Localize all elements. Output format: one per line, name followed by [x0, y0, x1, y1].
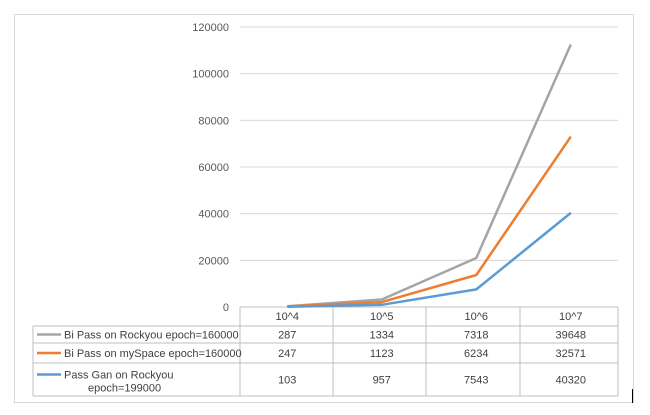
- x-tick-label: 10^6: [464, 311, 488, 323]
- y-tick-label: 60000: [198, 162, 229, 174]
- y-tick-label: 120000: [192, 22, 229, 34]
- legend-label: Bi Pass on Rockyou epoch=160000: [64, 330, 239, 342]
- legend-label: Pass Gan on Rockyou epoch=199000: [64, 370, 173, 395]
- table-cell-value: 1123: [370, 348, 394, 360]
- table-cell-value: 6234: [464, 348, 488, 360]
- table-cell-value: 32571: [555, 348, 586, 360]
- chart-frame: [14, 14, 634, 403]
- x-tick-label: 10^5: [370, 311, 394, 323]
- y-tick-label: 40000: [198, 209, 229, 221]
- table-cell-value: 287: [278, 330, 296, 342]
- series-line: [287, 135, 572, 308]
- y-tick-label: 0: [223, 302, 229, 314]
- legend-label: Bi Pass on mySpace epoch=160000: [64, 348, 242, 360]
- x-tick-label: 10^4: [275, 311, 299, 323]
- series-line: [287, 211, 572, 309]
- table-cell-value: 247: [278, 348, 296, 360]
- table-cell-value: 957: [373, 375, 391, 387]
- y-tick-label: 100000: [192, 69, 229, 81]
- table-cell-value: 39648: [555, 330, 586, 342]
- x-tick-label: 10^7: [559, 311, 583, 323]
- y-tick-label: 80000: [198, 115, 229, 127]
- table-cell-value: 40320: [555, 375, 586, 387]
- table-cell-value: 7543: [464, 375, 488, 387]
- table-cell-value: 103: [278, 375, 296, 387]
- series-line: [287, 43, 572, 308]
- y-tick-label: 20000: [198, 255, 229, 267]
- table-cell-value: 1334: [370, 330, 394, 342]
- text-cursor: [632, 389, 633, 403]
- table-cell-value: 7318: [464, 330, 488, 342]
